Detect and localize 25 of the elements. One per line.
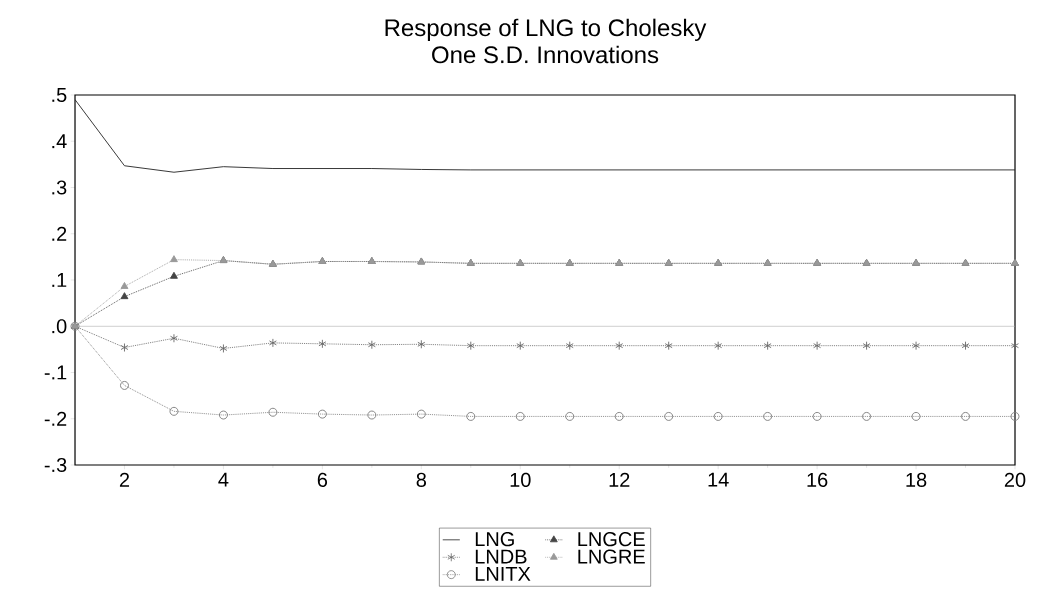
x-tick-label: 10 <box>510 472 531 487</box>
y-tick-label: -.3 <box>44 457 67 473</box>
y-tick-label: -.1 <box>44 365 67 380</box>
x-tick-label: 12 <box>609 472 630 487</box>
legend-label: LNGRE <box>578 549 645 564</box>
y-tick-label: .5 <box>52 88 67 102</box>
x-tick-label: 8 <box>416 472 427 487</box>
x-tick-label: 6 <box>317 472 328 487</box>
y-tick-label: .3 <box>52 180 67 195</box>
y-tick-label: .0 <box>52 319 67 334</box>
y-tick-label: .4 <box>52 134 67 149</box>
legend-label: LNGCE <box>578 532 645 547</box>
x-tick-label: 2 <box>119 472 130 487</box>
legend-label: LNITX <box>475 567 531 581</box>
legend-label: LNDB <box>475 549 527 564</box>
x-tick-label: 20 <box>1004 472 1026 487</box>
x-tick-label: 16 <box>807 472 828 487</box>
y-tick-label: .1 <box>52 273 67 287</box>
legend-label: LNG <box>475 532 514 547</box>
x-tick-label: 14 <box>708 472 729 487</box>
x-tick-label: 18 <box>906 472 927 487</box>
x-tick-label: 4 <box>218 472 229 487</box>
y-tick-label: -.2 <box>44 411 67 426</box>
chart-title: Response of LNG to Cholesky One S.D. Innovations <box>385 18 707 64</box>
y-tick-label: .2 <box>52 226 67 241</box>
